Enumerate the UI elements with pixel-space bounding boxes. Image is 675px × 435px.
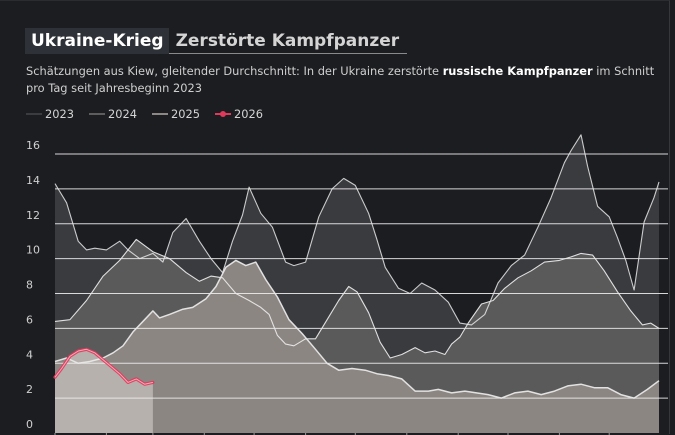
y-tick-label: 14 xyxy=(26,174,40,187)
legend-label: 2023 xyxy=(45,107,74,121)
area-2025 xyxy=(55,260,659,433)
legend-label: 2025 xyxy=(171,107,200,121)
line-2026 xyxy=(54,348,154,385)
legend-label: 2024 xyxy=(108,107,137,121)
line-2023 xyxy=(54,134,660,326)
legend-item-2025: 2025 xyxy=(152,107,200,121)
y-tick-label: 16 xyxy=(26,139,40,152)
y-tick-label: 0 xyxy=(26,418,33,431)
legend-item-2026: 2026 xyxy=(215,107,263,121)
y-tick-label: 12 xyxy=(26,209,40,222)
chart-title-sub: Zerstörte Kampfpanzer xyxy=(168,28,408,54)
area-2026 xyxy=(55,349,153,433)
legend-item-2024: 2024 xyxy=(89,107,137,121)
y-tick-label: 8 xyxy=(26,279,33,292)
subtitle-highlight: russische Kampfpanzer xyxy=(442,64,593,78)
chart-subtitle: Schätzungen aus Kiew, gleitender Durchsc… xyxy=(26,63,656,97)
y-tick-label: 10 xyxy=(26,244,40,257)
line-2025 xyxy=(54,259,660,399)
y-tick-label: 2 xyxy=(26,383,33,396)
legend: 2023 2024 2025 2026 xyxy=(26,107,278,121)
chart-title: Ukraine-Krieg xyxy=(25,28,169,54)
legend-swatch-2025 xyxy=(152,113,168,115)
line-2024 xyxy=(54,238,660,359)
subtitle-text-start: Schätzungen aus Kiew, gleitender Durchsc… xyxy=(26,64,443,78)
legend-label: 2026 xyxy=(234,107,263,121)
legend-marker-icon xyxy=(220,110,226,117)
title-row: Ukraine-Krieg Zerstörte Kampfpanzer xyxy=(25,28,408,54)
subtitle-text-end: im Schnitt pro Tag seit Jahresbeginn 202… xyxy=(26,64,655,95)
legend-item-2023: 2023 xyxy=(26,107,74,121)
y-tick-label: 4 xyxy=(26,348,33,361)
legend-swatch-2024 xyxy=(89,113,105,115)
y-tick-label: 6 xyxy=(26,313,33,326)
legend-swatch-2026 xyxy=(215,110,231,117)
legend-swatch-2023 xyxy=(26,113,42,115)
